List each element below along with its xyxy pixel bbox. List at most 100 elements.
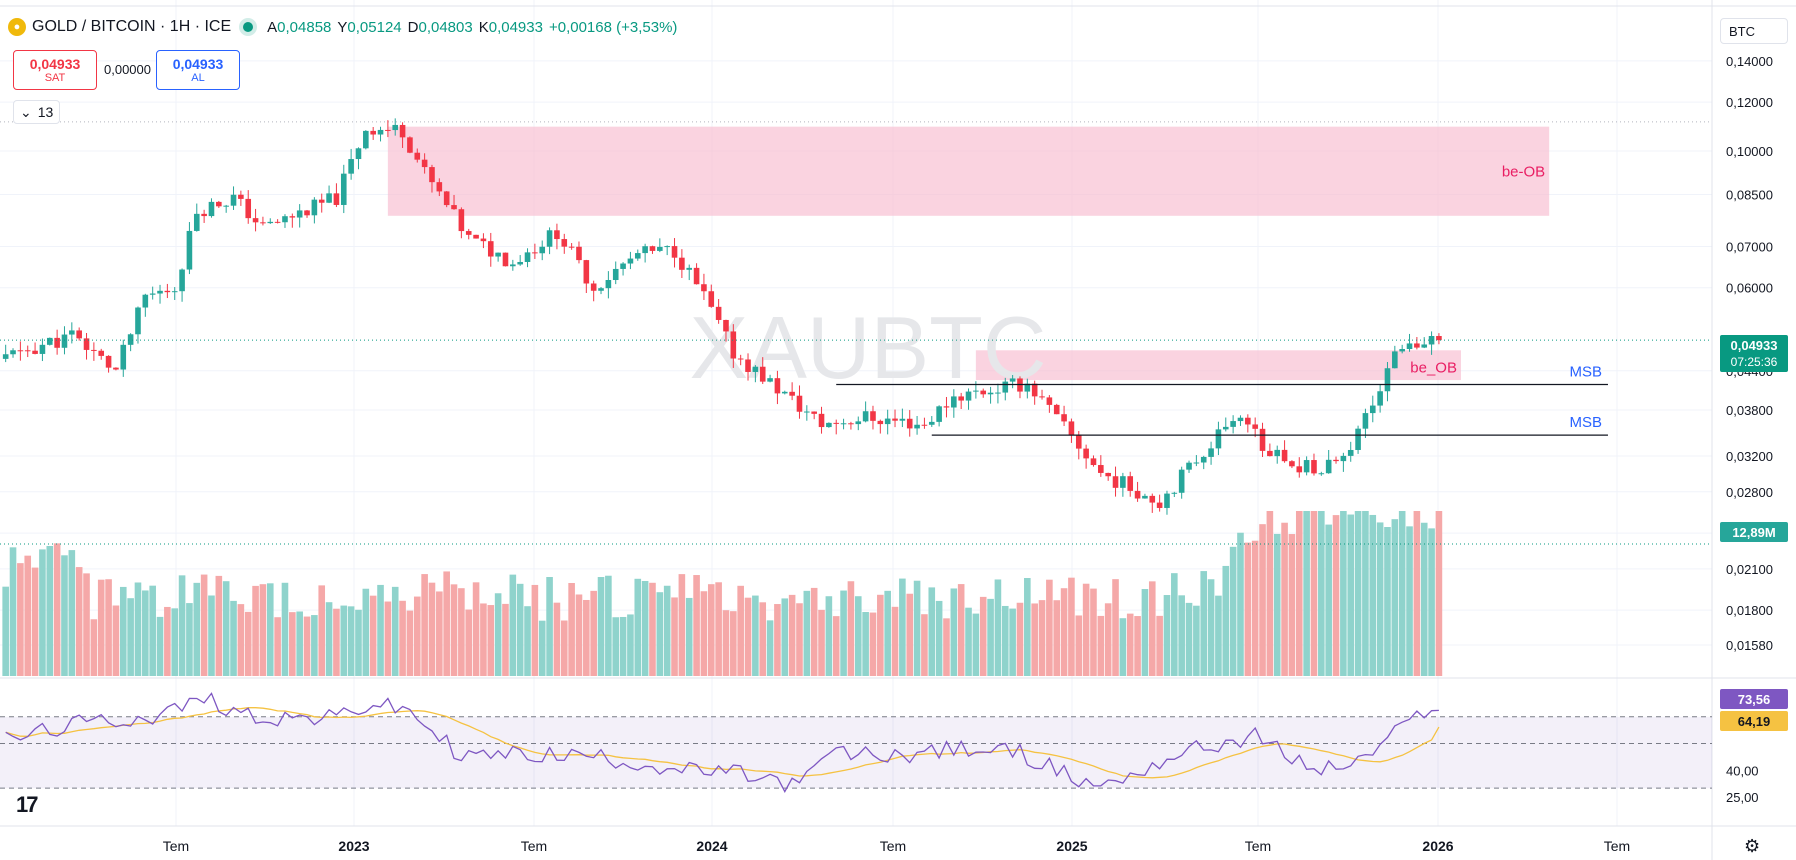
- rsi-ma-text: 64,19: [1738, 714, 1771, 729]
- sell-price: 0,04933: [29, 56, 81, 72]
- currency-button[interactable]: BTC: [1720, 18, 1788, 44]
- change-value: +0,00168 (+3,53%): [548, 18, 678, 36]
- volume-bar: [619, 616, 627, 676]
- volume-bar: [634, 578, 642, 676]
- volume-bar: [318, 585, 326, 676]
- buy-price: 0,04933: [172, 56, 224, 72]
- candle-down: [943, 406, 950, 408]
- candle-down: [201, 213, 207, 217]
- volume-bar: [818, 609, 825, 676]
- volume-bar: [230, 600, 237, 676]
- candle-down: [1053, 404, 1060, 415]
- candle-up: [1178, 469, 1185, 493]
- volume-bar: [744, 597, 752, 676]
- rsi-tick-label: 40,00: [1726, 763, 1759, 778]
- volume-bar: [979, 596, 987, 676]
- indicators-toggle-button[interactable]: ⌄ 13: [13, 100, 61, 124]
- volume-bar: [1376, 522, 1384, 676]
- candle-up: [546, 230, 553, 247]
- volume-bar: [53, 543, 61, 676]
- candle-down: [1112, 476, 1119, 488]
- buy-button[interactable]: 0,04933 AL: [156, 50, 240, 90]
- volume-bar: [1413, 511, 1421, 676]
- volume-bar: [1391, 519, 1399, 676]
- volume-bar: [627, 614, 634, 676]
- volume-bar: [656, 592, 664, 676]
- time-tick-label: 2025: [1056, 838, 1087, 854]
- volume-bar: [943, 618, 950, 676]
- sell-button[interactable]: 0,04933 SAT: [13, 50, 97, 90]
- volume-bar: [1148, 581, 1156, 676]
- rsi-value-tag: [1720, 689, 1788, 709]
- volume-bar: [347, 606, 355, 676]
- candle-down: [583, 260, 590, 284]
- volume-bar: [612, 617, 620, 676]
- symbol-title[interactable]: GOLD / BITCOIN · 1H · ICE: [32, 18, 232, 35]
- candle-down: [1090, 458, 1097, 466]
- candle-down: [1075, 435, 1082, 449]
- volume-bar: [1134, 616, 1141, 676]
- candle-down: [671, 246, 678, 258]
- indicators-count: 13: [37, 104, 54, 120]
- candle-up: [127, 334, 134, 345]
- volume-bar: [399, 600, 406, 676]
- price-tick-label: 0,03800: [1726, 403, 1773, 418]
- candle-down: [1031, 383, 1038, 397]
- volume-bar: [1384, 527, 1391, 676]
- volume-bar: [509, 574, 517, 676]
- candle-down: [473, 234, 479, 239]
- candle-up: [193, 213, 200, 231]
- volume-bar: [333, 608, 340, 676]
- volume-bar: [546, 577, 553, 676]
- volume-bar: [200, 574, 208, 676]
- volume-bar: [972, 613, 980, 676]
- currency-label: BTC: [1729, 23, 1755, 39]
- volume-bar: [722, 610, 730, 676]
- volume-bar: [730, 611, 737, 676]
- price-tick-label: 0,03200: [1726, 449, 1773, 464]
- gear-icon[interactable]: ⚙: [1744, 836, 1761, 856]
- volume-bar: [1347, 514, 1355, 676]
- candle-down: [906, 418, 913, 429]
- candle-up: [1340, 455, 1347, 462]
- volume-bar: [707, 584, 715, 676]
- volume-bar: [2, 586, 9, 676]
- volume-bars: [2, 511, 1443, 676]
- candle-up: [1237, 417, 1244, 422]
- volume-bar: [413, 596, 421, 676]
- candle-up: [605, 280, 612, 289]
- candle-up: [208, 201, 215, 217]
- rsi-line: [5, 692, 1439, 793]
- candle-up: [965, 391, 972, 401]
- volume-bar: [957, 584, 965, 676]
- price-tick-label: 0,10000: [1726, 144, 1773, 159]
- volume-bar: [83, 573, 90, 676]
- candle-down: [980, 390, 987, 395]
- tradingview-logo-icon[interactable]: 17: [16, 792, 39, 817]
- candle-up: [179, 269, 185, 292]
- volume-bar: [1281, 522, 1288, 676]
- candle-up: [1002, 381, 1009, 393]
- volume-bar: [678, 574, 686, 676]
- candle-down: [554, 230, 560, 240]
- candle-up: [1200, 456, 1207, 463]
- market-open-icon: [243, 22, 254, 32]
- candle-down: [958, 396, 964, 401]
- time-tick-label: 2024: [696, 838, 727, 854]
- volume-bar: [803, 590, 811, 676]
- candle-down: [238, 194, 244, 199]
- candle-down: [274, 221, 281, 223]
- candle-down: [1134, 490, 1141, 499]
- candle-up: [686, 267, 693, 270]
- candle-down: [921, 424, 928, 426]
- volume-bar: [142, 590, 149, 676]
- volume-bar: [119, 586, 127, 676]
- candle-down: [532, 252, 538, 254]
- volume-bar: [1318, 511, 1325, 676]
- candle-down: [877, 420, 884, 425]
- candle-down: [759, 366, 766, 382]
- candle-up: [642, 246, 648, 254]
- candle-up: [899, 418, 906, 421]
- volume-bar: [1310, 511, 1318, 676]
